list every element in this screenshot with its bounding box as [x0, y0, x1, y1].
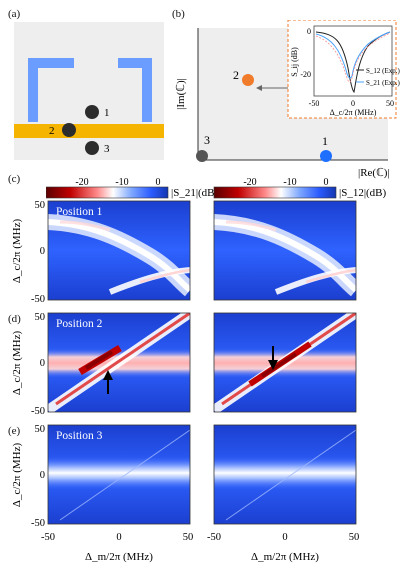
cbar-left-tick-2: 0: [156, 177, 161, 188]
map-pos2-s21: [48, 313, 190, 412]
cbar-left-label: |S_21|(dB): [171, 187, 219, 199]
ytick-r1-top: 50: [35, 200, 46, 211]
inset-ylabel: S_ij (dB): [290, 47, 299, 77]
plane-xlabel: |Re(ℂ)|: [358, 167, 390, 179]
xlabel-left: Δ_m/2π (MHz): [85, 551, 153, 563]
xtick-right-0: -50: [207, 532, 221, 543]
ytick-r1-mid: 0: [40, 246, 45, 257]
inset-curve-s21: [315, 31, 391, 79]
ytick-r3-bot: -50: [31, 518, 45, 529]
cbar-right-tick-0: -20: [243, 177, 256, 188]
point-label-2: 2: [233, 68, 239, 82]
row-label-pos1: Position 1: [56, 206, 103, 218]
panel-label-c: (c): [8, 173, 21, 185]
ytick-r3-mid: 0: [40, 470, 45, 481]
cbar-left-tick-0: -20: [75, 177, 88, 188]
ylabel-r1: Δ_c/2π (MHz): [11, 219, 23, 284]
sphere-position-3: [85, 141, 99, 155]
colorbar-right: [213, 186, 337, 199]
sphere-position-2: [62, 123, 76, 137]
plane-ylabel: |Im(ℂ)|: [175, 78, 187, 110]
map-pos1-s21: [48, 201, 190, 300]
point-2: [242, 74, 254, 86]
panel-label-a: (a): [8, 8, 21, 20]
inset-xtick-2: 50: [386, 99, 394, 108]
ytick-r2-mid: 0: [40, 358, 45, 369]
map-pos2-s12: [214, 313, 356, 412]
panel-label-b: (b): [172, 8, 185, 20]
xlabel-right: Δ_m/2π (MHz): [251, 551, 319, 563]
ylabel-r3: Δ_c/2π (MHz): [11, 443, 23, 508]
row-label-pos3: Position 3: [56, 430, 103, 442]
point-label-3: 3: [204, 133, 210, 147]
inset-xtick-1: 0: [351, 99, 355, 108]
row-label-pos2: Position 2: [56, 318, 103, 330]
xtick-right-1: 0: [282, 532, 287, 543]
colorbar-row: -20 -10 0 |S_21|(dB) -20 -10 0 |S_12|(dB…: [45, 176, 406, 200]
cbar-right-tick-1: -10: [283, 177, 296, 188]
inset-xlabel: Δ_c/2π (MHz): [330, 108, 377, 117]
cbar-right-tick-2: 0: [324, 177, 329, 188]
ball-label-1: 1: [104, 107, 110, 119]
xtick-left-1: 0: [116, 532, 121, 543]
ball-label-3: 3: [104, 143, 110, 155]
inset-legend-0: S_12 (Exp.): [366, 67, 400, 75]
xtick-left-0: -50: [41, 532, 55, 543]
map-pos1-s12: [214, 201, 356, 300]
ytick-r1-bot: -50: [31, 294, 45, 305]
complex-plane: |Im(ℂ)| |Re(ℂ)| 1 2 3 0 -20 -50 0 50 S_i…: [170, 19, 401, 180]
ytick-r2-bot: -50: [31, 406, 45, 417]
device-schematic: 1 2 3: [14, 22, 164, 160]
inset-curve-s12: [315, 31, 391, 94]
panel-label-e: (e): [8, 425, 21, 437]
inset-ytick-0: 0: [307, 27, 311, 36]
ytick-r3-top: 50: [35, 424, 46, 435]
inset-xtick-0: -50: [309, 99, 320, 108]
colorbar-left: [45, 186, 169, 199]
panel-label-d: (d): [8, 313, 21, 325]
cbar-right-label: |S_12|(dB): [339, 187, 387, 199]
ytick-r2-top: 50: [35, 312, 46, 323]
ball-label-2: 2: [49, 125, 55, 137]
ylabel-r2: Δ_c/2π (MHz): [11, 331, 23, 396]
xtick-right-2: 50: [349, 532, 360, 543]
waveguide-strip: [14, 124, 164, 138]
map-pos3-s12: [214, 425, 356, 524]
inset-legend-1: S_21 (Exp.): [366, 79, 400, 87]
point-1: [320, 150, 332, 162]
map-pos3-s21: [48, 425, 190, 524]
cbar-left-tick-1: -10: [115, 177, 128, 188]
point-label-1: 1: [322, 134, 328, 148]
xtick-left-2: 50: [183, 532, 194, 543]
sphere-position-1: [85, 105, 99, 119]
point-3: [196, 150, 208, 162]
inset-ytick-1: -20: [300, 70, 311, 79]
